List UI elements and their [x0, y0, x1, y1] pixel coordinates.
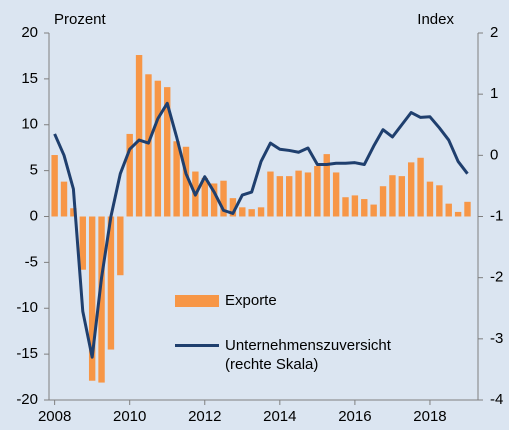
y-tick-label: -15 — [16, 345, 38, 362]
bar — [464, 201, 471, 217]
y-tick-label: -20 — [16, 391, 38, 408]
x-tick-label: 2018 — [413, 408, 446, 425]
bar — [88, 216, 96, 381]
bar — [182, 146, 190, 217]
bar — [351, 195, 359, 217]
y2-tick-label: 1 — [490, 85, 498, 102]
y2-tick-label: -1 — [490, 207, 503, 224]
bar — [379, 186, 387, 217]
bar — [79, 216, 86, 270]
y-tick-label: 5 — [30, 162, 38, 179]
bar — [126, 133, 133, 217]
bar — [257, 207, 265, 217]
bar — [173, 141, 180, 217]
y-tick-label: 0 — [30, 207, 38, 224]
bar — [248, 209, 255, 217]
y2-tick-label: 2 — [490, 24, 498, 41]
x-tick-label: 2014 — [263, 408, 296, 425]
bar — [332, 172, 340, 217]
bar — [295, 170, 302, 217]
y-tick-label: -10 — [16, 299, 38, 316]
y-tick-label: 10 — [21, 116, 38, 133]
legend-label: Exporte — [225, 292, 277, 309]
bar — [210, 183, 218, 217]
x-tick-label: 2008 — [38, 408, 71, 425]
bar — [398, 176, 406, 217]
legend-label: Unternehmenszuversicht (rechte Skala) — [225, 337, 391, 373]
bar — [229, 198, 237, 217]
y-tick-label: 15 — [21, 70, 38, 87]
bar — [154, 80, 162, 217]
y2-tick-label: -3 — [490, 330, 503, 347]
bar — [342, 197, 349, 217]
bar — [286, 176, 293, 217]
bar — [417, 157, 424, 217]
bar — [98, 216, 105, 383]
bar — [454, 211, 462, 217]
bar — [164, 87, 171, 217]
bar — [323, 154, 330, 217]
bar — [407, 162, 415, 217]
y2-tick-label: -2 — [490, 269, 503, 286]
bar — [135, 55, 143, 217]
bar — [220, 180, 227, 217]
bar — [314, 166, 321, 217]
bar — [370, 204, 377, 217]
legend-item: Unternehmenszuversicht (rechte Skala) — [175, 336, 405, 374]
bar — [304, 172, 312, 217]
bar — [145, 74, 152, 217]
bar — [276, 176, 284, 217]
y2-tick-label: -4 — [490, 391, 503, 408]
bar — [361, 199, 368, 217]
y2-axis-label: Index — [417, 11, 454, 28]
y-axis-label: Prozent — [54, 11, 107, 28]
bar — [389, 175, 396, 217]
x-tick-label: 2016 — [338, 408, 371, 425]
line — [53, 101, 469, 359]
legend-swatch — [175, 344, 219, 347]
bar — [436, 185, 443, 217]
legend-item: Exporte — [175, 291, 405, 310]
legend-swatch — [175, 294, 219, 307]
bar — [70, 208, 77, 217]
x-tick-label: 2010 — [113, 408, 146, 425]
bar — [239, 207, 246, 217]
bar — [60, 181, 68, 217]
bar — [445, 203, 452, 217]
bar — [426, 181, 434, 217]
bar — [107, 216, 115, 350]
y-tick-label: -5 — [25, 253, 38, 270]
bar — [51, 155, 58, 217]
bar — [117, 216, 124, 276]
legend: Exporte Unternehmenszuversicht (rechte S… — [175, 291, 405, 374]
y2-tick-label: 0 — [490, 146, 498, 163]
bar — [267, 171, 274, 217]
y-tick-label: 20 — [21, 24, 38, 41]
bar — [201, 177, 208, 217]
x-tick-label: 2012 — [188, 408, 221, 425]
